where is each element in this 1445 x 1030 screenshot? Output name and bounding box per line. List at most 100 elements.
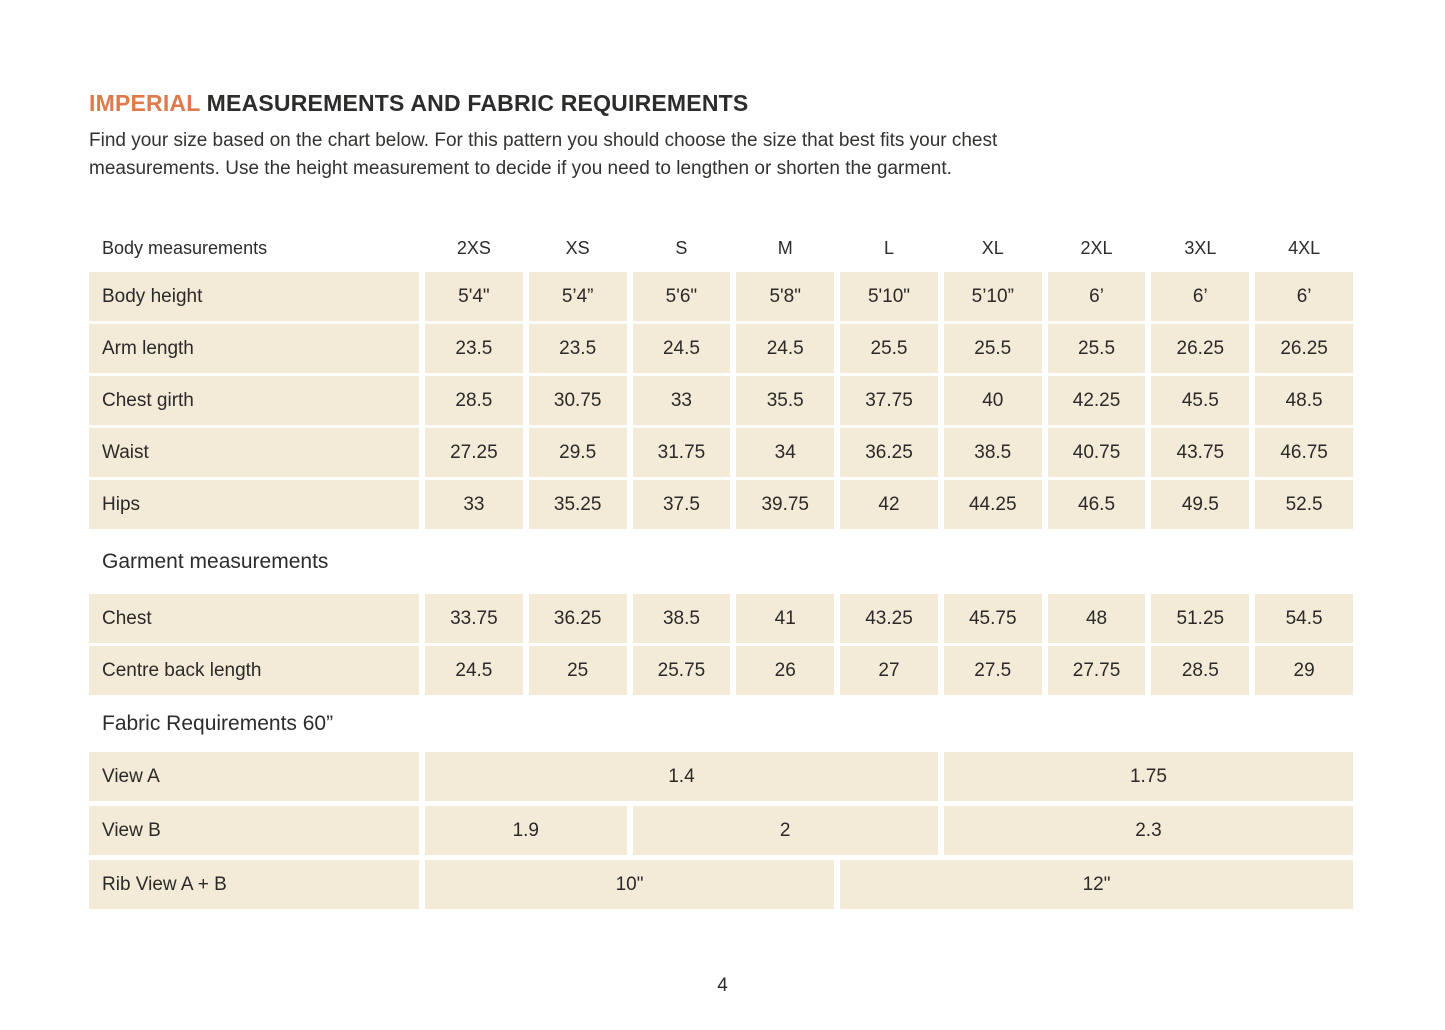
row-label: Body height — [89, 272, 419, 321]
table-cell: 46.75 — [1255, 428, 1353, 477]
table-cell: 26.25 — [1255, 324, 1353, 373]
row-label: Arm length — [89, 324, 419, 373]
table-cell: 46.5 — [1047, 480, 1146, 529]
intro-line-2: measurements. Use the height measurement… — [89, 158, 952, 179]
table-cell: 6’ — [1151, 272, 1250, 321]
garment-section-title: Garment measurements — [102, 550, 329, 573]
table-cell: 48.5 — [1255, 376, 1353, 425]
table-cell: 54.5 — [1255, 594, 1353, 643]
title-rest: MEASUREMENTS AND FABRIC REQUIREMENTS — [206, 90, 749, 116]
column-header-size-2xs: 2XS — [456, 237, 491, 258]
table-cell: 36.25 — [528, 594, 627, 643]
row-label: View A — [89, 752, 419, 801]
column-header-size-xl: XL — [981, 237, 1004, 258]
fabric-span-cell: 2 — [632, 806, 938, 855]
table-cell: 39.75 — [736, 480, 835, 529]
table-cell: 5'6" — [632, 272, 731, 321]
column-header-size-m: M — [777, 237, 793, 258]
row-label: Rib View A + B — [89, 860, 419, 909]
row-label: Hips — [89, 480, 419, 529]
table-cell: 37.5 — [632, 480, 731, 529]
table-cell: 48 — [1047, 594, 1146, 643]
intro-text: Find your size based on the chart below.… — [89, 127, 1353, 183]
table-cell: 24.5 — [425, 646, 523, 695]
row-label: Centre back length — [89, 646, 419, 695]
table-cell: 23.5 — [528, 324, 627, 373]
table-cell: 37.75 — [840, 376, 938, 425]
table-cell: 5’10” — [943, 272, 1042, 321]
table-cell: 42.25 — [1047, 376, 1146, 425]
table-cell: 38.5 — [943, 428, 1042, 477]
fabric-section-title: Fabric Requirements 60” — [102, 712, 334, 735]
table-cell: 29.5 — [528, 428, 627, 477]
table-cell: 43.25 — [840, 594, 938, 643]
table-cell: 35.25 — [528, 480, 627, 529]
column-header-size-3xl: 3XL — [1184, 237, 1217, 258]
table-cell: 31.75 — [632, 428, 731, 477]
table-cell: 36.25 — [840, 428, 938, 477]
table-cell: 45.75 — [943, 594, 1042, 643]
column-header-size-xs: XS — [565, 237, 590, 258]
table-cell: 23.5 — [425, 324, 523, 373]
table-cell: 51.25 — [1151, 594, 1250, 643]
table-cell: 49.5 — [1151, 480, 1250, 529]
table-cell: 5'10" — [840, 272, 938, 321]
table-cell: 5'4" — [425, 272, 523, 321]
table-cell: 40.75 — [1047, 428, 1146, 477]
column-header-size-2xl: 2XL — [1080, 237, 1113, 258]
fabric-span-cell: 10" — [425, 860, 835, 909]
table-cell: 25.5 — [943, 324, 1042, 373]
page-title: IMPERIAL MEASUREMENTS AND FABRIC REQUIRE… — [89, 90, 1353, 117]
table-cell: 24.5 — [632, 324, 731, 373]
table-cell: 25.5 — [840, 324, 938, 373]
table-cell: 27 — [840, 646, 938, 695]
fabric-span-cell: 1.4 — [425, 752, 938, 801]
table-cell: 33.75 — [425, 594, 523, 643]
table-cell: 33 — [425, 480, 523, 529]
table-cell: 27.25 — [425, 428, 523, 477]
table-cell: 40 — [943, 376, 1042, 425]
table-cell: 44.25 — [943, 480, 1042, 529]
intro-line-1: Find your size based on the chart below.… — [89, 130, 998, 151]
row-label: View B — [89, 806, 419, 855]
table-cell: 27.75 — [1047, 646, 1146, 695]
table-cell: 28.5 — [425, 376, 523, 425]
fabric-span-cell: 1.75 — [943, 752, 1353, 801]
table-cell: 26 — [736, 646, 835, 695]
fabric-span-cell: 1.9 — [425, 806, 627, 855]
column-header-size-4xl: 4XL — [1288, 237, 1321, 258]
body-measurements-table: Body height 5'4" 5’4” 5'6" 5'8" 5'10" 5’10” 6’ 6… — [89, 272, 1353, 529]
table-cell: 34 — [736, 428, 835, 477]
table-cell: 6’ — [1255, 272, 1353, 321]
column-header-size-s: S — [675, 237, 688, 258]
table-cell: 5’4” — [528, 272, 627, 321]
table-cell: 6’ — [1047, 272, 1146, 321]
page-content: IMPERIAL MEASUREMENTS AND FABRIC REQUIRE… — [89, 90, 1353, 909]
table-cell: 25 — [528, 646, 627, 695]
table-cell: 41 — [736, 594, 835, 643]
garment-measurements-table: Chest 33.75 36.25 38.5 41 43.25 45.75 48 51.25 54… — [89, 594, 1353, 695]
row-label: Chest — [89, 594, 419, 643]
table-cell: 45.5 — [1151, 376, 1250, 425]
table-cell: 29 — [1255, 646, 1353, 695]
column-header-size-l: L — [883, 237, 894, 258]
table-cell: 24.5 — [736, 324, 835, 373]
table-cell: 38.5 — [632, 594, 731, 643]
table-cell: 42 — [840, 480, 938, 529]
table-cell: 33 — [632, 376, 731, 425]
table-cell: 5'8" — [736, 272, 835, 321]
fabric-span-cell: 2.3 — [943, 806, 1353, 855]
table-cell: 30.75 — [528, 376, 627, 425]
title-highlight: IMPERIAL — [89, 90, 201, 116]
table-cell: 28.5 — [1151, 646, 1250, 695]
row-label: Chest girth — [89, 376, 419, 425]
table-cell: 35.5 — [736, 376, 835, 425]
table-cell: 27.5 — [943, 646, 1042, 695]
column-header-label: Body measurements — [102, 237, 268, 258]
page-number: 4 — [717, 975, 728, 996]
row-label: Waist — [89, 428, 419, 477]
table-cell: 52.5 — [1255, 480, 1353, 529]
fabric-span-cell: 12" — [840, 860, 1353, 909]
size-table-header-row: Body measurements 2XS XS S M L XL 2XL 3XL 4XL — [89, 235, 1353, 261]
